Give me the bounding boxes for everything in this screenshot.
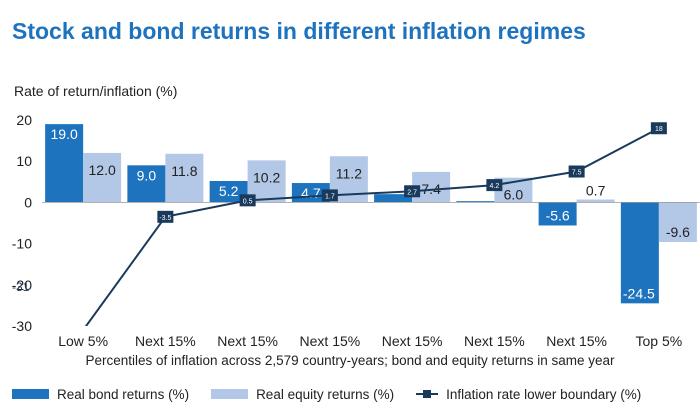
y-tick-label: -30 [12, 318, 32, 334]
inflation-line [84, 127, 660, 326]
bond-data-label: -24.5 [623, 285, 655, 301]
x-tick-label: Next 15% [217, 333, 278, 349]
inflation-marker [650, 122, 667, 135]
equity-data-label: 12.0 [89, 162, 116, 178]
legend-swatch-inflation [416, 389, 439, 399]
bond-data-label: 4.7 [301, 185, 321, 201]
equity-bar [165, 153, 204, 203]
bond-data-label: 9.0 [137, 167, 157, 183]
equity-data-label: 0.7 [586, 183, 606, 199]
equity-data-label: 11.2 [336, 165, 362, 181]
equity-data-label: 11.8 [171, 163, 197, 179]
legend-label-equity: Real equity returns (%) [256, 386, 395, 402]
legend-swatch-equity [211, 389, 249, 399]
x-tick-label: Next 15% [135, 333, 196, 349]
bond-data-label: 5.2 [219, 183, 239, 199]
legend-item-equity: Real equity returns (%) [211, 387, 394, 402]
inflation-data-label: 1.7 [325, 193, 335, 200]
bond-bar [538, 202, 577, 226]
x-tick-label: Low 5% [58, 333, 108, 349]
legend-swatch-bond [12, 389, 49, 399]
y-axis-label: Rate of return/inflation (%) [14, 83, 178, 99]
equity-data-label: -9.6 [666, 224, 690, 240]
legend-item-inflation: Inflation rate lower boundary (%) [416, 387, 641, 402]
bond-bar [620, 202, 659, 304]
inflation-marker [404, 185, 421, 198]
legend-label-bond: Real bond returns (%) [57, 386, 190, 402]
x-tick-label: Next 15% [464, 333, 525, 349]
inflation-data-label: 2.7 [407, 189, 417, 196]
y-tick-label: -10 [12, 236, 32, 252]
equity-data-label: 6.0 [504, 187, 524, 203]
inflation-data-label: 7.5 [572, 170, 582, 177]
x-tick-label: Next 15% [546, 333, 607, 349]
bond-bar [209, 180, 248, 203]
y-tick-label: 10 [16, 153, 32, 169]
y-tick-label: 0 [24, 194, 32, 210]
inflation-marker [321, 189, 338, 202]
x-tick-label: Next 15% [382, 333, 443, 349]
bond-bar [127, 165, 166, 203]
y-tick-label: 20 [16, 112, 32, 128]
x-axis-label: Percentiles of inflation across 2,579 co… [85, 353, 615, 368]
legend-label-inflation: Inflation rate lower boundary (%) [446, 386, 642, 402]
inflation-data-label: -3.5 [159, 215, 171, 222]
inflation-marker [486, 179, 503, 192]
equity-bar [658, 202, 697, 242]
equity-bar [576, 199, 615, 203]
inflation-marker [157, 210, 174, 223]
chart-title: Stock and bond returns in different infl… [12, 18, 586, 44]
bond-bar [45, 124, 84, 203]
x-tick-label: Top 5% [636, 333, 683, 349]
y-tick-label: -20 [12, 277, 32, 293]
inflation-marker [239, 194, 256, 207]
inflation-data-label: 4.2 [490, 183, 500, 190]
bond-bar [374, 194, 413, 203]
bond-data-label: 19.0 [51, 126, 78, 142]
inflation-data-label: 18 [655, 126, 663, 133]
inflation-marker [568, 165, 585, 178]
equity-data-label: 10.2 [253, 169, 280, 185]
legend-item-bond: Real bond returns (%) [12, 387, 189, 402]
legend: Real bond returns (%) Real equity return… [12, 383, 663, 405]
inflation-data-label: -31 [12, 280, 30, 294]
equity-bar [83, 152, 122, 203]
bond-bar [456, 201, 495, 203]
x-tick-label: Next 15% [300, 333, 361, 349]
bond-data-label: -5.6 [546, 207, 570, 223]
inflation-data-label: 0.5 [243, 198, 253, 205]
